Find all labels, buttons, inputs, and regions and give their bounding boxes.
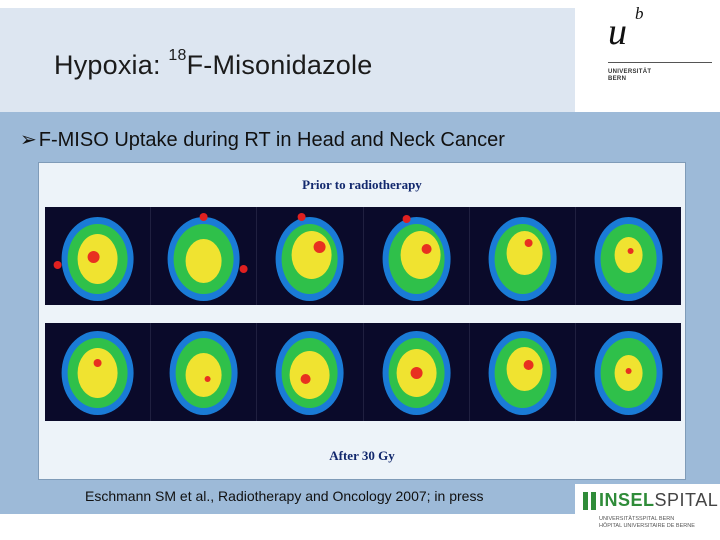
- inselspital-wordmark: INSELSPITAL: [599, 490, 718, 511]
- scan-row-after: [45, 323, 681, 421]
- pet-scan-image: [576, 323, 681, 421]
- pet-scan-image: [151, 207, 258, 305]
- logo-text-line1: UNIVERSITÄT: [608, 69, 652, 75]
- pet-scan-image: [470, 207, 576, 305]
- scan-row-before: [45, 207, 681, 305]
- logo-text: UNIVERSITÄT BERN: [608, 69, 651, 83]
- pet-scan-figure: Prior to radiotherapy After 30 Gy: [38, 162, 686, 480]
- title-suffix: F-Misonidazole: [186, 50, 373, 80]
- pet-scan-image: [364, 323, 470, 421]
- logo-word-insel: INSEL: [599, 490, 655, 510]
- pet-scan-image: [470, 323, 576, 421]
- pet-scan-image: [45, 207, 152, 305]
- inselspital-subtitle: UNIVERSITÄTSSPITAL BERN HÔPITAL UNIVERSI…: [599, 516, 695, 530]
- title-prefix: Hypoxia:: [54, 50, 169, 80]
- logo-word-spital: SPITAL: [654, 490, 719, 510]
- title-band: [0, 8, 575, 112]
- pet-scan-image: [45, 323, 152, 421]
- inselspital-mark-icon: [583, 492, 597, 510]
- inselspital-logo: INSELSPITAL UNIVERSITÄTSSPITAL BERN HÔPI…: [575, 484, 720, 540]
- logo-text-line2: BERN: [608, 76, 627, 82]
- arrow-bullet-icon: ➢: [20, 129, 37, 151]
- figure-caption-top: Prior to radiotherapy: [302, 177, 422, 192]
- bullet-text: F-MISO Uptake during RT in Head and Neck…: [38, 129, 505, 151]
- logo-b: b: [635, 4, 644, 23]
- slide-title: Hypoxia: 18F-Misonidazole: [54, 47, 373, 81]
- logo-divider: [608, 62, 712, 63]
- pet-scan-image: [151, 323, 258, 421]
- title-superscript: 18: [168, 47, 187, 64]
- footer-strip: [0, 514, 575, 540]
- pet-scan-image: [257, 323, 364, 421]
- pet-scan-image: [257, 207, 364, 305]
- logo-sub-line1: UNIVERSITÄTSSPITAL BERN: [599, 516, 675, 522]
- university-bern-logo: u b UNIVERSITÄT BERN: [576, 0, 720, 112]
- pet-scan-image: [576, 207, 681, 305]
- figure-caption-bottom: After 30 Gy: [329, 448, 395, 463]
- bullet-point: ➢ F-MISO Uptake during RT in Head and Nec…: [20, 127, 505, 152]
- logo-u: u: [608, 11, 627, 53]
- logo-sub-line2: HÔPITAL UNIVERSITAIRE DE BERNE: [599, 523, 695, 529]
- citation: Eschmann SM et al., Radiotherapy and Onc…: [85, 488, 484, 504]
- pet-scan-image: [364, 207, 470, 305]
